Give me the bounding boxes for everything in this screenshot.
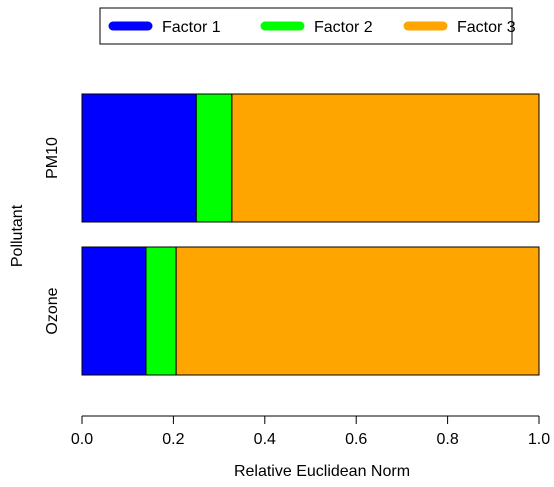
- legend-label: Factor 3: [457, 19, 516, 36]
- y-tick-label: PM10: [44, 137, 61, 179]
- x-tick-label: 0.0: [71, 431, 93, 448]
- x-tick-label: 0.4: [254, 431, 276, 448]
- y-tick-labels: PM10 Ozone: [44, 137, 61, 335]
- x-tick-label: 1.0: [528, 431, 550, 448]
- y-tick-label: Ozone: [44, 287, 61, 334]
- bar-segment: [81, 246, 147, 376]
- bar-segment: [145, 246, 177, 376]
- legend: Factor 1 Factor 2 Factor 3: [99, 7, 516, 45]
- bar-segment: [81, 93, 197, 223]
- x-tick-label: 0.8: [436, 431, 458, 448]
- bars: [81, 93, 540, 376]
- bar-segment: [195, 93, 233, 223]
- legend-label: Factor 1: [162, 19, 221, 36]
- bar-segment: [175, 246, 540, 376]
- x-tick-label: 0.6: [345, 431, 367, 448]
- y-axis-label: Pollutant: [9, 204, 26, 267]
- bar-segment: [231, 93, 540, 223]
- x-axis: 0.0 0.2 0.4 0.6 0.8 1.0: [71, 415, 550, 448]
- x-axis-label: Relative Euclidean Norm: [234, 463, 410, 480]
- legend-label: Factor 2: [314, 19, 373, 36]
- x-tick-label: 0.2: [162, 431, 184, 448]
